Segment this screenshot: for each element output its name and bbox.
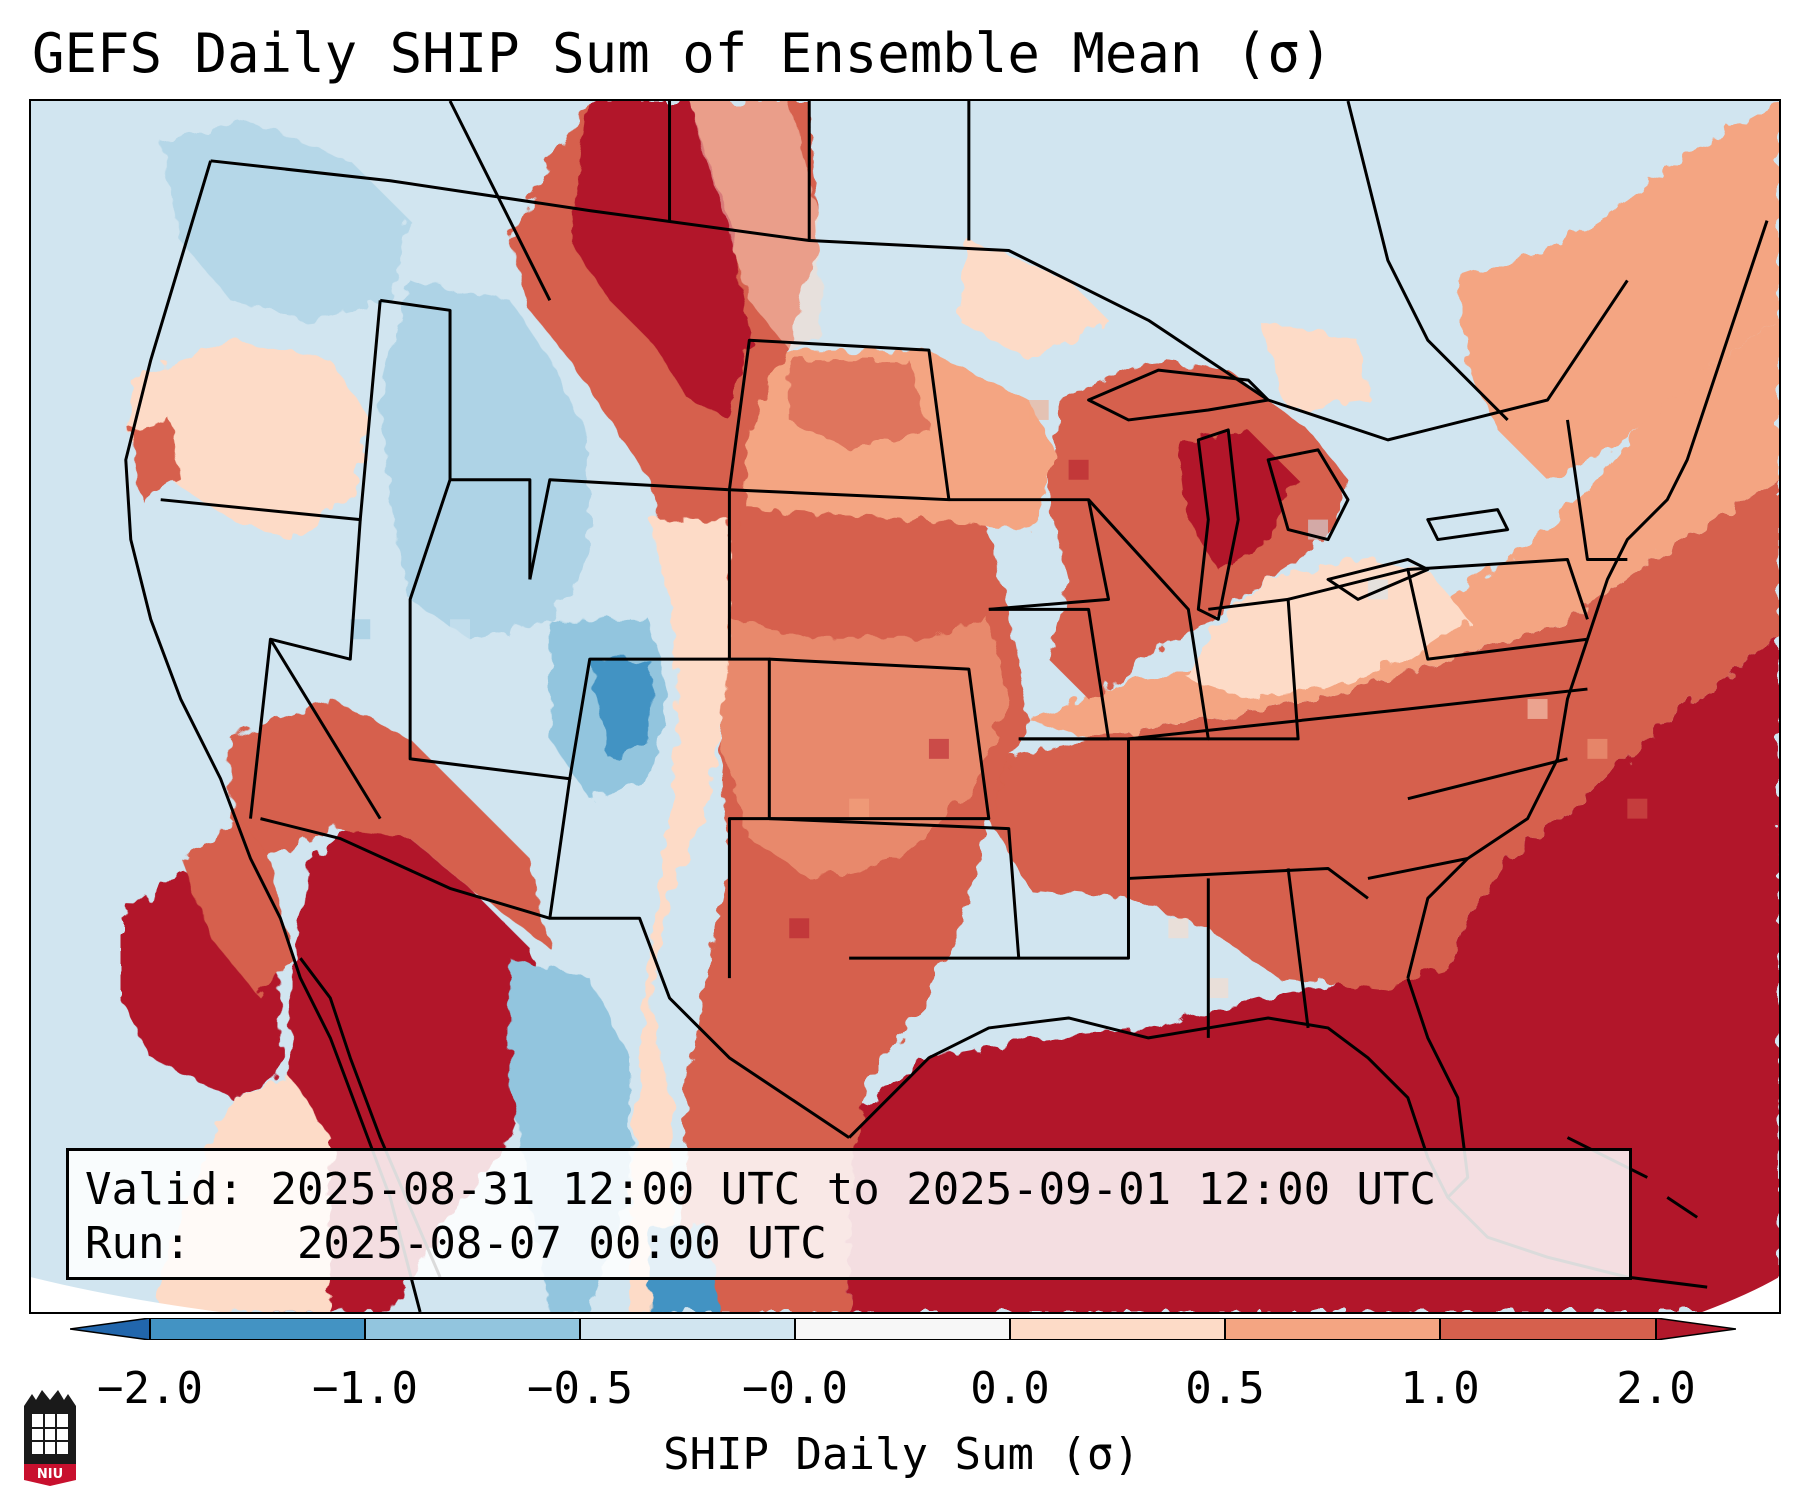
colorbar-tick-label: −2.0 [97,1363,203,1414]
colorbar-segment-4 [1010,1318,1225,1340]
run-label: Run: [85,1218,191,1269]
region-montana-high [569,101,750,420]
boundaries [124,101,1769,1312]
colorbar [70,1318,1736,1340]
sd-nd-border [727,338,951,502]
colorbar-extend-high [1655,1318,1736,1340]
us-mexico-border [260,817,850,1139]
colorbar-tick-label: −1.0 [312,1363,418,1414]
colorbar-segment-2 [580,1318,795,1340]
colorbar-extend-low [70,1318,151,1340]
svg-text:NIU: NIU [37,1467,63,1482]
lake-michigan [1196,428,1240,621]
region-ohio-valley-light [1188,559,1468,700]
east-coast [1406,220,1769,979]
region-kansas-mod [719,619,1009,879]
lake-ontario [1426,508,1510,542]
il-border [1087,498,1210,741]
region-baja-mid [180,818,291,999]
or-nv-border [249,519,362,819]
tn-ky-border [1128,687,1588,741]
colorbar-tick-label: −0.0 [742,1363,848,1414]
region-bc-cool [160,120,411,321]
ontario-quebec-border [1346,101,1509,422]
region-southeast-mid [988,479,1779,989]
region-oregon-coast-mid [130,419,181,500]
map-panel [29,99,1781,1314]
lake-huron [1266,448,1350,542]
region-dakotas-mid [789,360,929,450]
ga-sc-border [1367,857,1469,880]
valid-run-info-box: Valid: 2025-08-31 12:00 UTC to 2025-09-0… [66,1148,1632,1280]
colorbar-label: SHIP Daily Sum (σ) [663,1429,1140,1480]
oh-pa-border [1287,567,1588,661]
region-arizona-mid [230,699,550,949]
in-border [1208,597,1300,741]
colorbar-tick-label: 0.5 [1185,1363,1265,1414]
al-ga-border [1286,868,1310,1029]
ar-la-border [1018,737,1130,960]
bahamas-2 [1666,1196,1699,1219]
lake-erie [1326,557,1430,601]
colorbar-tick-label: 0.0 [970,1363,1050,1414]
ship-map [31,101,1779,1312]
region-superior-light [1258,320,1368,410]
projection-edge-left [31,1277,221,1312]
colorbar-segment-1 [365,1318,580,1340]
valid-value: 2025-08-31 12:00 UTC to 2025-09-01 12:00… [270,1164,1437,1215]
co-nm-border [568,657,771,979]
ca-nv-border [269,638,382,820]
region-pnw-light [130,340,371,540]
region-front-range-light [629,519,730,1312]
colorbar-tick-label: −0.5 [527,1363,633,1414]
ms-al-ga-border [1128,866,1369,900]
region-quebec-mod [1457,101,1779,480]
colorbar-tick-label: 1.0 [1400,1363,1480,1414]
region-colorado-cold [589,659,650,759]
region-gulf-atlantic-high [849,639,1779,1312]
ok-border [769,817,1021,960]
us-canada-border [210,159,1629,442]
colorbar-segment-5 [1225,1318,1440,1340]
ks-border [769,657,991,821]
wy-border [528,478,731,660]
run-value: 2025-08-07 00:00 UTC [296,1218,827,1269]
region-ontario-light [958,240,1109,361]
colorbar-segment-3 [795,1318,1010,1340]
west-coast [124,160,422,1312]
colorbar-segment-0 [150,1318,365,1340]
bc-alberta-border [448,101,552,302]
ia-border [948,498,1111,611]
nc-border [1407,757,1568,801]
colorbar-ticks [149,1318,1657,1340]
colorbar-segment-6 [1440,1318,1656,1340]
lake-superior [1087,368,1270,422]
ny-ne-border [1566,419,1628,561]
region-montana-light [689,101,820,351]
pa-ny-border [1407,557,1589,620]
valid-label: Valid: [85,1164,244,1215]
projection-edge-right [1702,1277,1779,1312]
nv-ut-az-border [408,479,572,919]
page-title: GEFS Daily SHIP Sum of Ensemble Mean (σ) [32,22,1333,85]
colorbar-tick-label: 2.0 [1616,1363,1696,1414]
niu-logo: NIU [24,1390,76,1486]
